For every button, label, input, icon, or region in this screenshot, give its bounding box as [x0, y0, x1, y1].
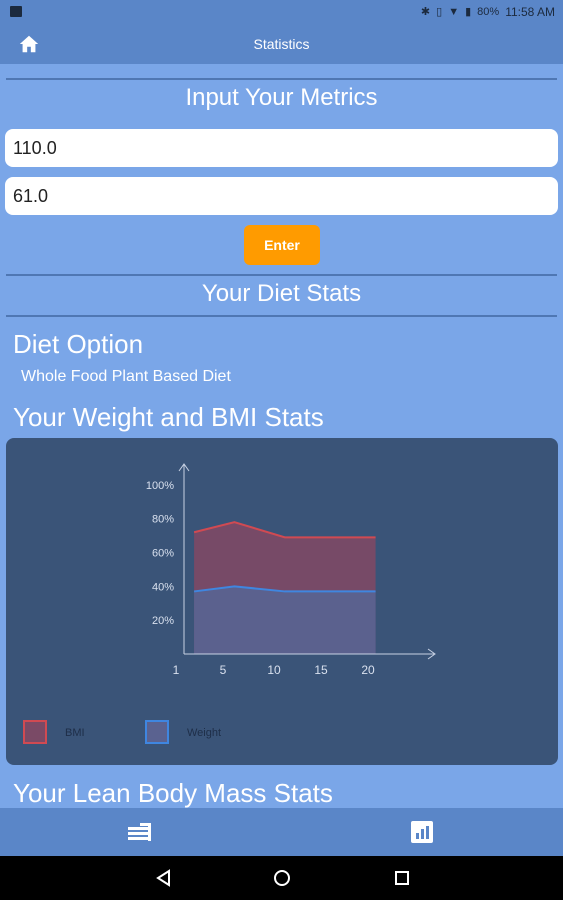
legend-swatch-bmi [23, 720, 47, 744]
legend-label-weight: Weight [187, 727, 221, 739]
divider [6, 78, 557, 80]
system-nav-bar [0, 856, 563, 900]
lean-mass-heading: Your Lean Body Mass Stats [13, 778, 333, 808]
y-tick-label: 100% [146, 480, 174, 492]
y-tick-label: 40% [152, 581, 174, 593]
y-tick-label: 20% [152, 615, 174, 627]
diet-tab-icon[interactable] [126, 820, 154, 844]
diet-title: Your Diet Stats [201, 280, 362, 307]
x-tick-label: 10 [267, 663, 281, 677]
metric-input-2[interactable] [5, 177, 558, 215]
series-area-weight [194, 586, 376, 654]
statistics-tab-icon[interactable] [410, 820, 434, 844]
diet-option-value: Whole Food Plant Based Diet [21, 368, 231, 385]
x-tick-label: 1 [173, 663, 180, 677]
y-tick-label: 80% [152, 514, 174, 526]
series-line-weight [193, 585, 376, 593]
metric-input-1[interactable] [5, 129, 558, 167]
app-bar: Statistics [0, 24, 563, 64]
recents-icon[interactable] [392, 868, 412, 888]
divider [6, 315, 557, 317]
x-tick-label: 5 [220, 663, 227, 677]
x-axis-arrow [427, 648, 436, 660]
x-tick-label: 20 [361, 663, 375, 677]
home-nav-icon[interactable] [272, 868, 292, 888]
notification-icon [10, 6, 22, 17]
status-bar: ✱ ▯ ▼ ▮ 80% 11:58 AM [0, 0, 563, 24]
divider [6, 274, 557, 276]
battery-percent: 80% [477, 6, 500, 18]
y-tick-label: 60% [152, 548, 174, 560]
weight-bmi-chart: 20% 40% 60% 80% 100% 1 5 10 15 20 BMI Weight [6, 438, 558, 765]
legend-swatch-weight [145, 720, 169, 744]
diet-option-heading: Diet Option [13, 329, 144, 359]
metrics-title: Input Your Metrics [185, 84, 378, 111]
bluetooth-icon: ✱ [420, 6, 431, 18]
enter-button[interactable]: Enter [244, 225, 320, 265]
page-title: Statistics [253, 36, 310, 52]
y-axis-arrow [178, 463, 190, 472]
series-line-bmi [193, 521, 376, 539]
legend-label-bmi: BMI [65, 727, 85, 739]
scroll-content[interactable]: Input Your Metrics Enter Your Diet Stats… [0, 64, 563, 808]
battery-icon: ▮ [465, 6, 472, 18]
wifi-icon: ▼ [448, 6, 460, 18]
status-icons: ✱ ▯ ▼ ▮ 80% 11:58 AM [421, 5, 555, 19]
bottom-tab-bar [0, 808, 563, 856]
x-tick-label: 15 [314, 663, 328, 677]
status-time: 11:58 AM [505, 5, 555, 19]
home-icon[interactable] [18, 33, 40, 55]
weight-bmi-heading: Your Weight and BMI Stats [13, 402, 324, 432]
vibrate-icon: ▯ [436, 6, 443, 18]
back-icon[interactable] [154, 868, 174, 888]
